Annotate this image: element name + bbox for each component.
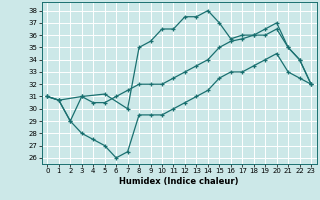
- X-axis label: Humidex (Indice chaleur): Humidex (Indice chaleur): [119, 177, 239, 186]
